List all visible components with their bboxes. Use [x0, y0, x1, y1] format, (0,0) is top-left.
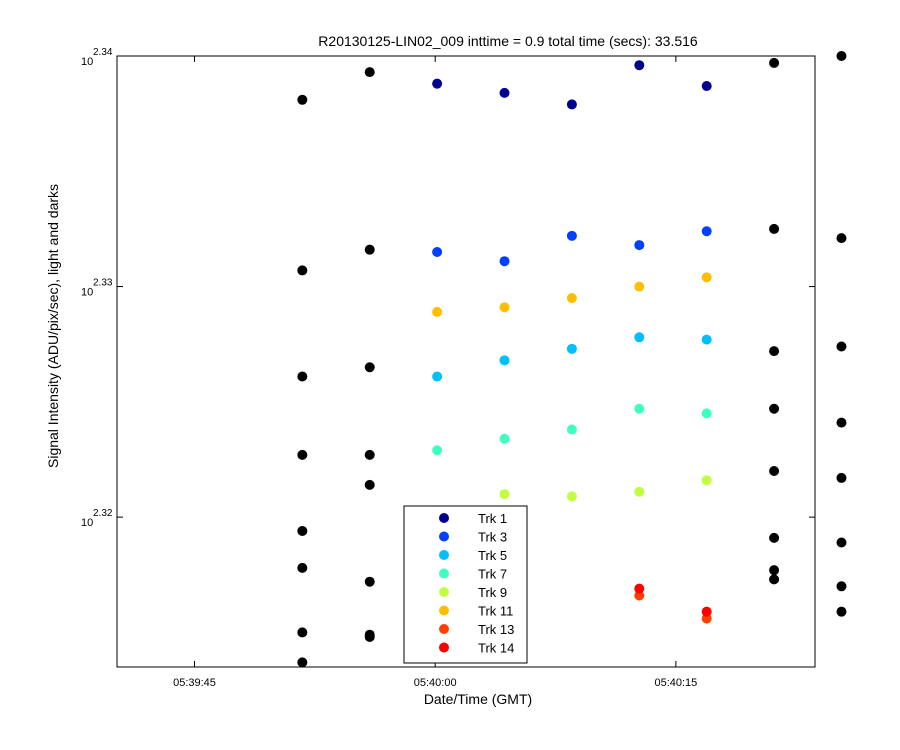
- trk-7-point: [701, 408, 712, 419]
- trk-3-point: [634, 240, 645, 251]
- trk-3-point: [499, 256, 510, 267]
- legend-entry: Trk 3: [478, 530, 507, 545]
- trk-7-point: [566, 424, 577, 435]
- dark-point: [769, 574, 780, 585]
- trk-9-point: [499, 489, 510, 500]
- dark-point: [836, 233, 847, 244]
- dark-point: [364, 67, 375, 78]
- y-axis-label: Signal Intensity (ADU/pix/sec), light an…: [45, 184, 61, 468]
- dark-point: [297, 525, 308, 536]
- dark-point: [297, 94, 308, 105]
- dark-point: [297, 562, 308, 573]
- legend-marker: [439, 513, 449, 523]
- dark-point: [364, 576, 375, 587]
- data-points: [297, 51, 847, 668]
- legend: Trk 1 Trk 3 Trk 5 Trk 7 Trk 9 Trk 11 Trk 13 Trk…: [403, 505, 528, 664]
- legend-box: [403, 505, 528, 664]
- legend-entry: Trk 1: [478, 511, 507, 526]
- y-tick-label-exponent: 2.34: [93, 47, 113, 58]
- trk-7-point: [432, 445, 443, 456]
- y-tick-label-base: 10: [81, 287, 93, 299]
- chart-title: R20130125-LIN02_009 inttime = 0.9 total …: [318, 33, 698, 49]
- dark-point: [836, 417, 847, 428]
- trk-5-point: [566, 343, 577, 354]
- trk-5-point: [499, 355, 510, 366]
- x-tick-label: 05:40:00: [414, 677, 457, 689]
- legend-marker: [439, 624, 449, 634]
- trk-1-point: [701, 80, 712, 91]
- legend-marker: [439, 531, 449, 542]
- y-tick-label-base: 10: [81, 56, 93, 68]
- dark-point: [364, 632, 375, 643]
- dark-point: [364, 362, 375, 373]
- legend-marker: [439, 568, 449, 579]
- dark-point: [836, 341, 847, 352]
- dark-point: [297, 265, 308, 276]
- trk-11-point: [634, 281, 645, 292]
- dark-point: [364, 449, 375, 460]
- dark-point: [364, 479, 375, 490]
- dark-point: [836, 537, 847, 548]
- dark-point: [836, 581, 847, 592]
- dark-point: [836, 472, 847, 483]
- x-tick-label: 05:39:45: [173, 677, 216, 689]
- dark-point: [769, 403, 780, 414]
- legend-entry: Trk 11: [478, 604, 513, 619]
- trk-11-point: [432, 306, 443, 317]
- legend-marker: [439, 550, 449, 560]
- trk-11-point: [566, 293, 577, 304]
- y-tick-label-exponent: 2.32: [93, 508, 113, 519]
- trk-11-point: [701, 272, 712, 283]
- legend-entry: Trk 14: [478, 641, 514, 656]
- dark-point: [297, 449, 308, 460]
- trk-7-point: [499, 433, 510, 444]
- trk-7-point: [634, 403, 645, 414]
- trk-1-point: [566, 99, 577, 110]
- trk-3-point: [432, 246, 443, 257]
- legend-marker: [439, 642, 449, 653]
- y-tick-label-base: 10: [81, 517, 93, 529]
- trk-5-point: [701, 334, 712, 345]
- dark-point: [769, 223, 780, 234]
- legend-entry: Trk 9: [478, 585, 507, 600]
- axis-ticks: 05:39:45 05:40:00 05:40:15102.32102.33102.…: [81, 47, 815, 689]
- dark-point: [836, 606, 847, 617]
- x-axis-label: Date/Time (GMT): [424, 691, 532, 707]
- y-tick-label-exponent: 2.33: [93, 278, 113, 289]
- trk-1-point: [432, 78, 443, 89]
- trk-1-point: [634, 60, 645, 71]
- dark-point: [769, 565, 780, 576]
- trk-9-point: [566, 491, 577, 502]
- dark-point: [297, 371, 308, 382]
- legend-marker: [439, 605, 449, 616]
- trk-3-point: [566, 230, 577, 241]
- trk-13-point: [634, 590, 645, 601]
- dark-point: [297, 627, 308, 638]
- legend-entry: Trk 13: [478, 622, 514, 637]
- trk-9-point: [701, 475, 712, 486]
- legend-entry: Trk 7: [478, 567, 507, 582]
- legend-marker: [439, 587, 449, 597]
- trk-9-point: [634, 486, 645, 497]
- trk-3-point: [701, 226, 712, 237]
- trk-14-point: [701, 606, 712, 617]
- dark-point: [769, 532, 780, 543]
- dark-point: [769, 346, 780, 357]
- trk-5-point: [432, 371, 443, 382]
- legend-entry: Trk 5: [478, 548, 507, 563]
- dark-point: [769, 57, 780, 68]
- x-tick-label: 05:40:15: [654, 677, 697, 689]
- dark-point: [769, 466, 780, 477]
- dark-point: [836, 51, 847, 61]
- dark-point: [364, 244, 375, 255]
- trk-11-point: [499, 302, 510, 313]
- trk-1-point: [499, 87, 510, 98]
- trk-13-point: [701, 613, 712, 624]
- dark-point: [297, 657, 308, 668]
- trk-5-point: [634, 332, 645, 343]
- trk-14-point: [634, 583, 645, 594]
